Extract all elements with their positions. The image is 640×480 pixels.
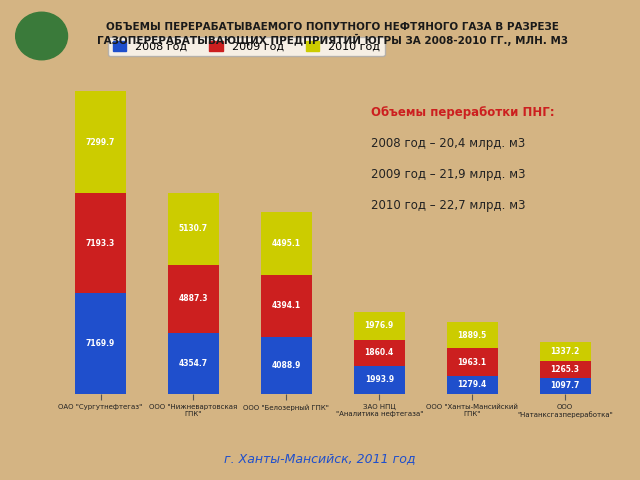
Text: 4088.9: 4088.9 — [271, 360, 301, 370]
Bar — [354, 312, 405, 340]
Bar — [540, 342, 591, 360]
Bar — [75, 293, 126, 394]
Text: 1265.3: 1265.3 — [550, 365, 580, 374]
Text: 2009 год – 21,9 млрд. м3: 2009 год – 21,9 млрд. м3 — [371, 168, 525, 181]
Text: 1963.1: 1963.1 — [458, 358, 486, 367]
Bar — [447, 376, 498, 394]
Text: 7193.3: 7193.3 — [86, 239, 115, 248]
Bar — [261, 275, 312, 336]
Bar — [540, 360, 591, 378]
Bar — [354, 340, 405, 366]
Bar — [261, 212, 312, 275]
Text: 1860.4: 1860.4 — [365, 348, 394, 357]
Text: ОБЪЕМЫ ПЕРЕРАБАТЫВАЕМОГО ПОПУТНОГО НЕФТЯНОГО ГАЗА В РАЗРЕЗЕ: ОБЪЕМЫ ПЕРЕРАБАТЫВАЕМОГО ПОПУТНОГО НЕФТЯ… — [106, 22, 559, 32]
Bar — [540, 378, 591, 394]
Text: 2010 год – 22,7 млрд. м3: 2010 год – 22,7 млрд. м3 — [371, 199, 525, 212]
Text: г. Ханты-Мансийск, 2011 год: г. Ханты-Мансийск, 2011 год — [224, 453, 416, 466]
Text: 4394.1: 4394.1 — [272, 301, 301, 311]
Text: 1337.2: 1337.2 — [550, 347, 580, 356]
Bar — [168, 264, 219, 333]
Text: 4495.1: 4495.1 — [272, 239, 301, 248]
Text: 7299.7: 7299.7 — [86, 138, 115, 146]
Bar — [447, 322, 498, 348]
Bar — [168, 333, 219, 394]
Text: 4354.7: 4354.7 — [179, 359, 208, 368]
Text: 4887.3: 4887.3 — [179, 294, 208, 303]
Text: 7169.9: 7169.9 — [86, 339, 115, 348]
Bar — [75, 91, 126, 193]
Text: 1097.7: 1097.7 — [550, 382, 580, 390]
Bar — [354, 366, 405, 394]
Bar — [168, 193, 219, 264]
Bar — [75, 193, 126, 293]
Text: 1993.9: 1993.9 — [365, 375, 394, 384]
Text: 5130.7: 5130.7 — [179, 224, 208, 233]
Text: 1279.4: 1279.4 — [458, 380, 487, 389]
Circle shape — [16, 12, 68, 60]
Bar — [447, 348, 498, 376]
Text: 2008 год – 20,4 млрд. м3: 2008 год – 20,4 млрд. м3 — [371, 137, 525, 150]
Text: Объемы переработки ПНГ:: Объемы переработки ПНГ: — [371, 106, 555, 119]
Text: ГАЗОПЕРЕРАБАТЫВАЮЩИХ ПРЕДПРИЯТИЙ ЮГРЫ ЗА 2008-2010 ГГ., МЛН. М3: ГАЗОПЕРЕРАБАТЫВАЮЩИХ ПРЕДПРИЯТИЙ ЮГРЫ ЗА… — [97, 34, 568, 46]
Text: 1976.9: 1976.9 — [365, 322, 394, 330]
Bar — [261, 336, 312, 394]
Text: 1889.5: 1889.5 — [458, 331, 487, 340]
Legend: 2008 год, 2009 год, 2010 год: 2008 год, 2009 год, 2010 год — [108, 36, 385, 56]
